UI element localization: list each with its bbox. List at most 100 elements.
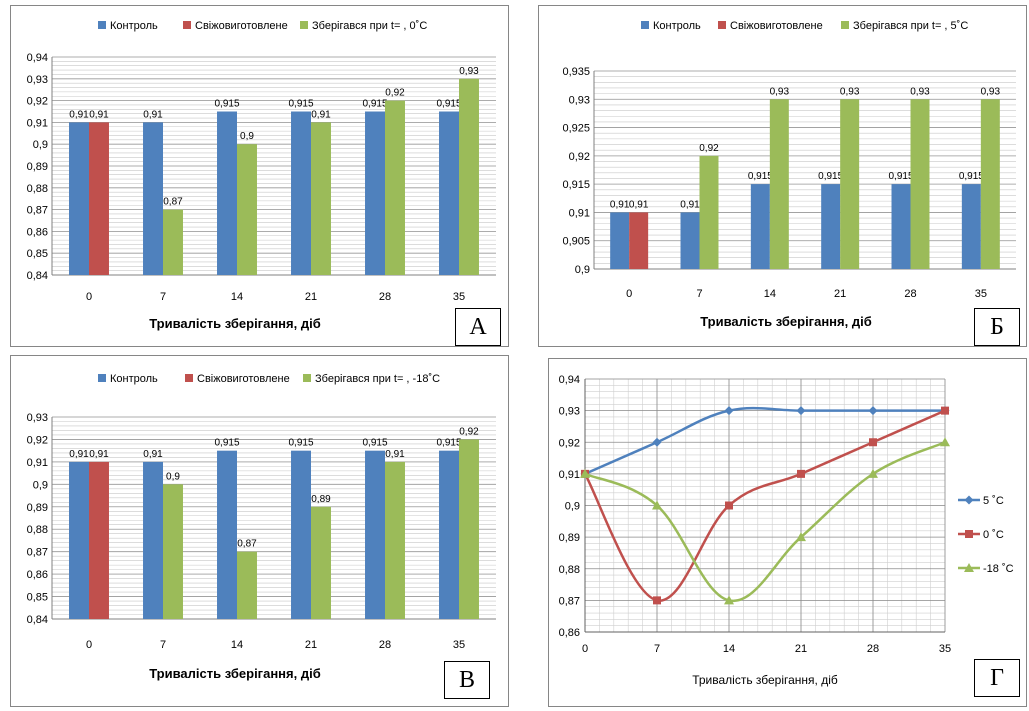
chart-b-bar	[769, 99, 789, 270]
chart-b-data-label: 0,915	[959, 171, 984, 182]
chart-c-x-tick-label: 7	[160, 639, 166, 651]
chart-a-svg: 0,84 0,85 0,86 0,87 0,88 0,89 0,9 0,91 0,92 0,93 0…	[10, 5, 509, 347]
chart-c-x-tick-label: 21	[305, 639, 317, 651]
chart-c-data-label: 0,89	[311, 494, 331, 505]
chart-b-legend-swatch	[641, 21, 649, 29]
chart-d-legend-marker	[964, 495, 974, 505]
chart-a-bar	[163, 209, 183, 275]
chart-b-bar	[680, 212, 700, 269]
chart-d-point	[797, 469, 805, 478]
chart-a-bar	[291, 111, 311, 275]
chart-b-bar	[821, 184, 841, 269]
chart-a-x-tick-label: 0	[86, 291, 92, 303]
chart-c-x-tick-label: 35	[453, 639, 465, 651]
chart-d-point	[869, 438, 877, 447]
chart-b-legend-label: Зберігався при t= , 5˚С	[853, 20, 968, 32]
chart-b-legend-label: Контроль	[653, 20, 701, 32]
chart-c-data-label: 0,91	[69, 449, 89, 460]
chart-d-x-tick-label: 7	[654, 643, 660, 655]
chart-d-point	[868, 468, 878, 478]
chart-b-border	[538, 5, 1027, 347]
chart-c-bar	[439, 450, 459, 619]
chart-a-y-tick-label: 0,91	[27, 117, 48, 129]
chart-c-legend-label: Контроль	[110, 373, 158, 385]
chart-c-bar	[385, 461, 405, 619]
chart-a-bar	[385, 100, 405, 275]
chart-b-y-tick-label: 0,925	[562, 123, 590, 135]
chart-a-bar	[439, 111, 459, 275]
chart-a-y-tick-label: 0,94	[27, 52, 48, 64]
chart-a-legend-swatch	[183, 21, 191, 29]
chart-c-border	[10, 355, 509, 707]
chart-d-point	[941, 406, 949, 415]
chart-d-point	[580, 468, 590, 478]
chart-c-y-tick-label: 0,89	[27, 502, 48, 514]
chart-panel-b: 0,9 0,905 0,91 0,915 0,92 0,925 0,93 0,935 0,91 0…	[538, 5, 1027, 347]
chart-a-bar	[217, 111, 237, 275]
chart-a-data-label: 0,87	[163, 197, 183, 208]
chart-b-y-tick-label: 0,93	[569, 94, 590, 106]
chart-c-y-tick-label: 0,88	[27, 524, 48, 536]
chart-c-y-tick-label: 0,85	[27, 592, 48, 604]
chart-d-point	[724, 406, 734, 416]
chart-d-x-tick-label: 21	[795, 643, 807, 655]
chart-a-bar	[237, 144, 257, 275]
chart-d-point	[796, 406, 806, 416]
panel-letter-b: Б	[974, 308, 1020, 346]
chart-c-y-tick-label: 0,93	[27, 412, 48, 424]
chart-a-x-tick-label: 35	[453, 291, 465, 303]
panel-letter-d: Г	[974, 659, 1020, 697]
chart-c-bar	[69, 461, 89, 619]
chart-b-x-tick-label: 0	[626, 288, 632, 300]
chart-c-bar	[459, 439, 479, 619]
chart-b-bar	[750, 184, 770, 269]
chart-a-legend-label: Свіжовиготовлене	[195, 20, 288, 32]
chart-d-x-tick-label: 28	[867, 643, 879, 655]
chart-c-x-axis-title: Тривалість зберігання, діб	[149, 666, 321, 681]
chart-a-data-label: 0,91	[89, 109, 109, 120]
chart-b-legend-swatch	[718, 21, 726, 29]
chart-c-data-label: 0,87	[237, 539, 257, 550]
chart-d-y-tick-label: 0,89	[559, 532, 580, 544]
chart-a-bar	[143, 122, 163, 276]
chart-d-point	[652, 437, 662, 447]
chart-d-y-tick-label: 0,93	[559, 406, 580, 418]
chart-a-legend-label: Контроль	[110, 20, 158, 32]
chart-c-y-tick-label: 0,84	[27, 614, 48, 626]
chart-b-bar	[961, 184, 981, 269]
chart-c-bar	[311, 506, 331, 619]
chart-a-x-tick-label: 14	[231, 291, 243, 303]
chart-c-svg: 0,840,850,860,870,880,890,90,910,920,930…	[10, 355, 509, 707]
chart-a-border	[10, 5, 509, 347]
chart-b-data-label: 0,93	[840, 86, 860, 97]
chart-d-y-tick-label: 0,88	[559, 564, 580, 576]
chart-d-series-line	[584, 406, 945, 476]
chart-c-y-tick-label: 0,86	[27, 569, 48, 581]
chart-c-data-label: 0,91	[143, 449, 163, 460]
chart-b-bar	[980, 99, 1000, 270]
chart-b-y-tick-label: 0,9	[575, 264, 590, 276]
chart-b-data-label: 0,92	[699, 143, 719, 154]
chart-c-data-label: 0,915	[436, 438, 461, 449]
chart-a-x-axis-title: Тривалість зберігання, діб	[149, 316, 321, 331]
chart-d-x-axis-title: Тривалість зберігання, діб	[692, 673, 838, 687]
chart-d-point	[724, 595, 734, 605]
chart-c-bar	[217, 450, 237, 619]
chart-panel-d: 0,86 0,87 0,88 0,89 0,9 0,91 0,92 0,93 0,94 0 7 14 2…	[548, 358, 1027, 707]
chart-c-x-tick-label: 0	[86, 639, 92, 651]
chart-a-data-label: 0,91	[143, 109, 163, 120]
chart-a-bar	[89, 122, 109, 276]
chart-a-y-tick-label: 0,89	[27, 161, 48, 173]
chart-a-y-tick-label: 0,9	[33, 139, 48, 151]
chart-c-bar	[237, 551, 257, 619]
chart-a-x-tick-label: 7	[160, 291, 166, 303]
chart-c-bar	[89, 461, 109, 619]
chart-a-x-tick-label: 21	[305, 291, 317, 303]
chart-b-data-label: 0,91	[610, 199, 630, 210]
chart-c-data-label: 0,9	[166, 471, 180, 482]
chart-b-y-tick-label: 0,91	[569, 207, 590, 219]
panel-letter-c: В	[444, 661, 490, 699]
chart-c-data-label: 0,915	[214, 438, 239, 449]
chart-d-point	[868, 406, 878, 416]
